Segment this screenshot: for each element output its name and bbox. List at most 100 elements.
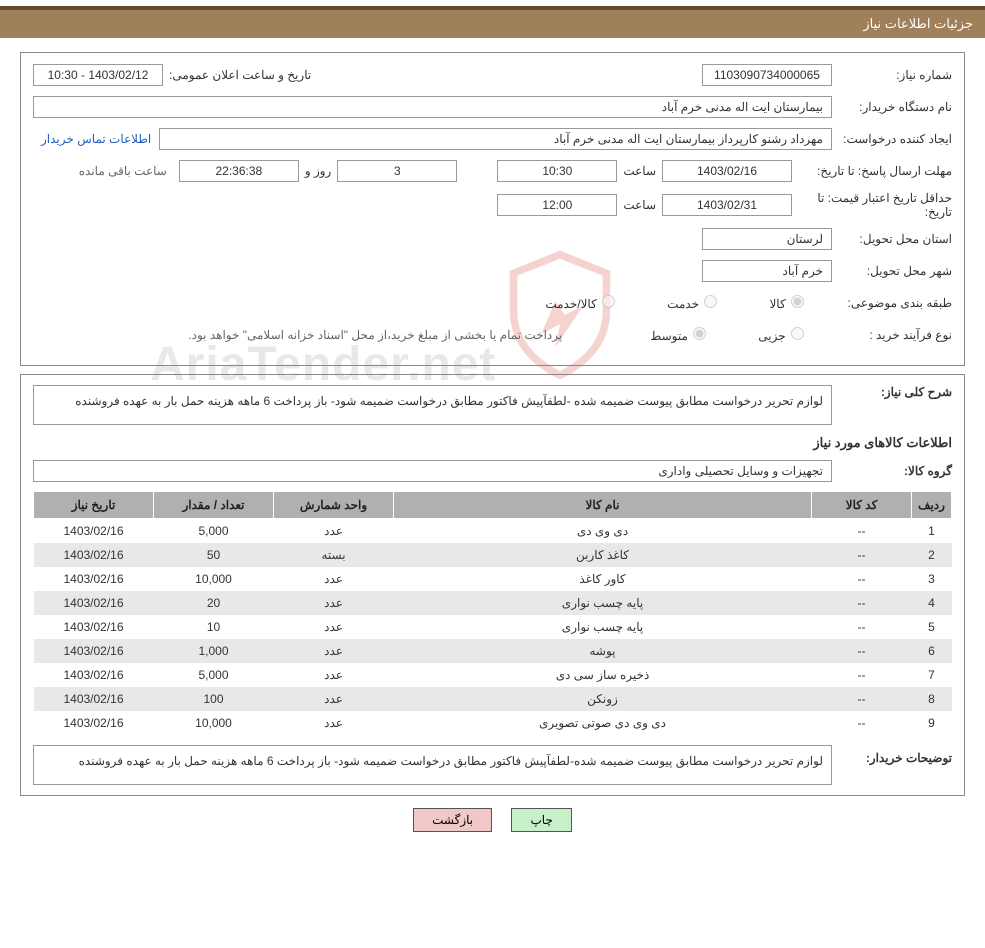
city-label: شهر محل تحویل: (832, 264, 952, 278)
radio-service-wrap: خدمت (643, 295, 721, 311)
price-valid-time: 12:00 (497, 194, 617, 216)
back-button[interactable]: بازگشت (413, 808, 492, 832)
group-value: تجهیزات و وسایل تحصیلی واداری (33, 460, 832, 482)
cell-unit: بسته (274, 543, 394, 567)
radio-goods-wrap: کالا (745, 295, 808, 311)
cell-code: -- (812, 519, 912, 544)
table-row: 1--دی وی دیعدد5,0001403/02/16 (34, 519, 952, 544)
category-label: طبقه بندی موضوعی: (832, 296, 952, 310)
details-panel: شماره نیاز: 1103090734000065 تاریخ و ساع… (20, 52, 965, 366)
page-title-bar: جزئیات اطلاعات نیاز (0, 6, 985, 38)
cell-date: 1403/02/16 (34, 567, 154, 591)
th-date: تاریخ نیاز (34, 492, 154, 519)
table-row: 4--پایه چسب نواریعدد201403/02/16 (34, 591, 952, 615)
days-remain: 3 (337, 160, 457, 182)
cell-unit: عدد (274, 567, 394, 591)
radio-goods-service-wrap: کالا/خدمت (521, 295, 619, 311)
table-row: 3--کاور کاغذعدد10,0001403/02/16 (34, 567, 952, 591)
buyer-notes-value: لوازم تحریر درخواست مطابق پیوست ضمیمه شد… (33, 745, 832, 785)
cell-idx: 9 (912, 711, 952, 735)
th-code: کد کالا (812, 492, 912, 519)
day-and-word: روز و (305, 164, 332, 178)
cell-code: -- (812, 615, 912, 639)
cell-name: کاغذ کاربن (394, 543, 812, 567)
cell-date: 1403/02/16 (34, 591, 154, 615)
cell-code: -- (812, 639, 912, 663)
cell-idx: 2 (912, 543, 952, 567)
cell-qty: 10,000 (154, 567, 274, 591)
radio-partial (791, 327, 804, 340)
buyer-contact-link[interactable]: اطلاعات تماس خریدار (41, 132, 151, 146)
button-row: چاپ بازگشت (0, 808, 985, 832)
buyer-org-label: نام دستگاه خریدار: (832, 100, 952, 114)
cell-qty: 100 (154, 687, 274, 711)
cell-code: -- (812, 567, 912, 591)
cell-name: دی وی دی صوتی تصویری (394, 711, 812, 735)
cell-unit: عدد (274, 663, 394, 687)
cell-code: -- (812, 687, 912, 711)
cell-unit: عدد (274, 591, 394, 615)
cell-qty: 10,000 (154, 711, 274, 735)
hour-word-1: ساعت (623, 164, 656, 178)
province-value: لرستان (702, 228, 832, 250)
table-row: 8--زونکنعدد1001403/02/16 (34, 687, 952, 711)
cell-qty: 5,000 (154, 663, 274, 687)
page-title: جزئیات اطلاعات نیاز (863, 16, 973, 31)
cell-code: -- (812, 591, 912, 615)
cell-idx: 6 (912, 639, 952, 663)
cell-idx: 7 (912, 663, 952, 687)
general-desc-value: لوازم تحریر درخواست مطابق پیوست ضمیمه شد… (33, 385, 832, 425)
print-button[interactable]: چاپ (511, 808, 571, 832)
items-section-title: اطلاعات کالاهای مورد نیاز (33, 435, 952, 451)
cell-idx: 4 (912, 591, 952, 615)
cell-name: کاور کاغذ (394, 567, 812, 591)
radio-service (704, 295, 717, 308)
province-label: استان محل تحویل: (832, 232, 952, 246)
proc-label: نوع فرآیند خرید : (832, 328, 952, 342)
cell-idx: 5 (912, 615, 952, 639)
cell-date: 1403/02/16 (34, 519, 154, 544)
cell-date: 1403/02/16 (34, 639, 154, 663)
price-valid-date: 1403/02/31 (662, 194, 792, 216)
table-row: 5--پایه چسب نواریعدد101403/02/16 (34, 615, 952, 639)
table-row: 2--کاغذ کاربنبسته501403/02/16 (34, 543, 952, 567)
reply-deadline-label: مهلت ارسال پاسخ: تا تاریخ: (792, 164, 952, 178)
requester-value: مهرداد رشنو کارپرداز بیمارستان ایت اله م… (159, 128, 832, 150)
radio-medium-wrap: متوسط (626, 327, 710, 343)
cell-code: -- (812, 663, 912, 687)
announce-label: تاریخ و ساعت اعلان عمومی: (169, 68, 311, 82)
th-idx: ردیف (912, 492, 952, 519)
time-remain: 22:36:38 (179, 160, 299, 182)
th-qty: تعداد / مقدار (154, 492, 274, 519)
radio-goods-service-label: کالا/خدمت (545, 297, 596, 311)
radio-goods (791, 295, 804, 308)
general-desc-label: شرح کلی نیاز: (832, 385, 952, 399)
cell-qty: 10 (154, 615, 274, 639)
table-row: 9--دی وی دی صوتی تصویریعدد10,0001403/02/… (34, 711, 952, 735)
cell-unit: عدد (274, 519, 394, 544)
cell-qty: 1,000 (154, 639, 274, 663)
cell-date: 1403/02/16 (34, 615, 154, 639)
price-valid-label: حداقل تاریخ اعتبار قیمت: تا تاریخ: (792, 191, 952, 219)
cell-name: زونکن (394, 687, 812, 711)
cell-unit: عدد (274, 687, 394, 711)
group-label: گروه کالا: (832, 464, 952, 478)
radio-medium (693, 327, 706, 340)
reply-deadline-time: 10:30 (497, 160, 617, 182)
need-no-value: 1103090734000065 (702, 64, 832, 86)
cell-idx: 3 (912, 567, 952, 591)
table-row: 7--ذخیره ساز سی دیعدد5,0001403/02/16 (34, 663, 952, 687)
reply-deadline-date: 1403/02/16 (662, 160, 792, 182)
items-panel: شرح کلی نیاز: لوازم تحریر درخواست مطابق … (20, 374, 965, 796)
proc-note: پرداخت تمام یا بخشی از مبلغ خرید،از محل … (188, 328, 562, 342)
th-name: نام کالا (394, 492, 812, 519)
radio-partial-wrap: جزیی (734, 327, 808, 343)
cell-idx: 8 (912, 687, 952, 711)
city-value: خرم آباد (702, 260, 832, 282)
cell-name: پایه چسب نواری (394, 615, 812, 639)
cell-code: -- (812, 711, 912, 735)
cell-idx: 1 (912, 519, 952, 544)
cell-date: 1403/02/16 (34, 543, 154, 567)
buyer-org-value: بیمارستان ایت اله مدنی خرم آباد (33, 96, 832, 118)
table-row: 6--پوشهعدد1,0001403/02/16 (34, 639, 952, 663)
